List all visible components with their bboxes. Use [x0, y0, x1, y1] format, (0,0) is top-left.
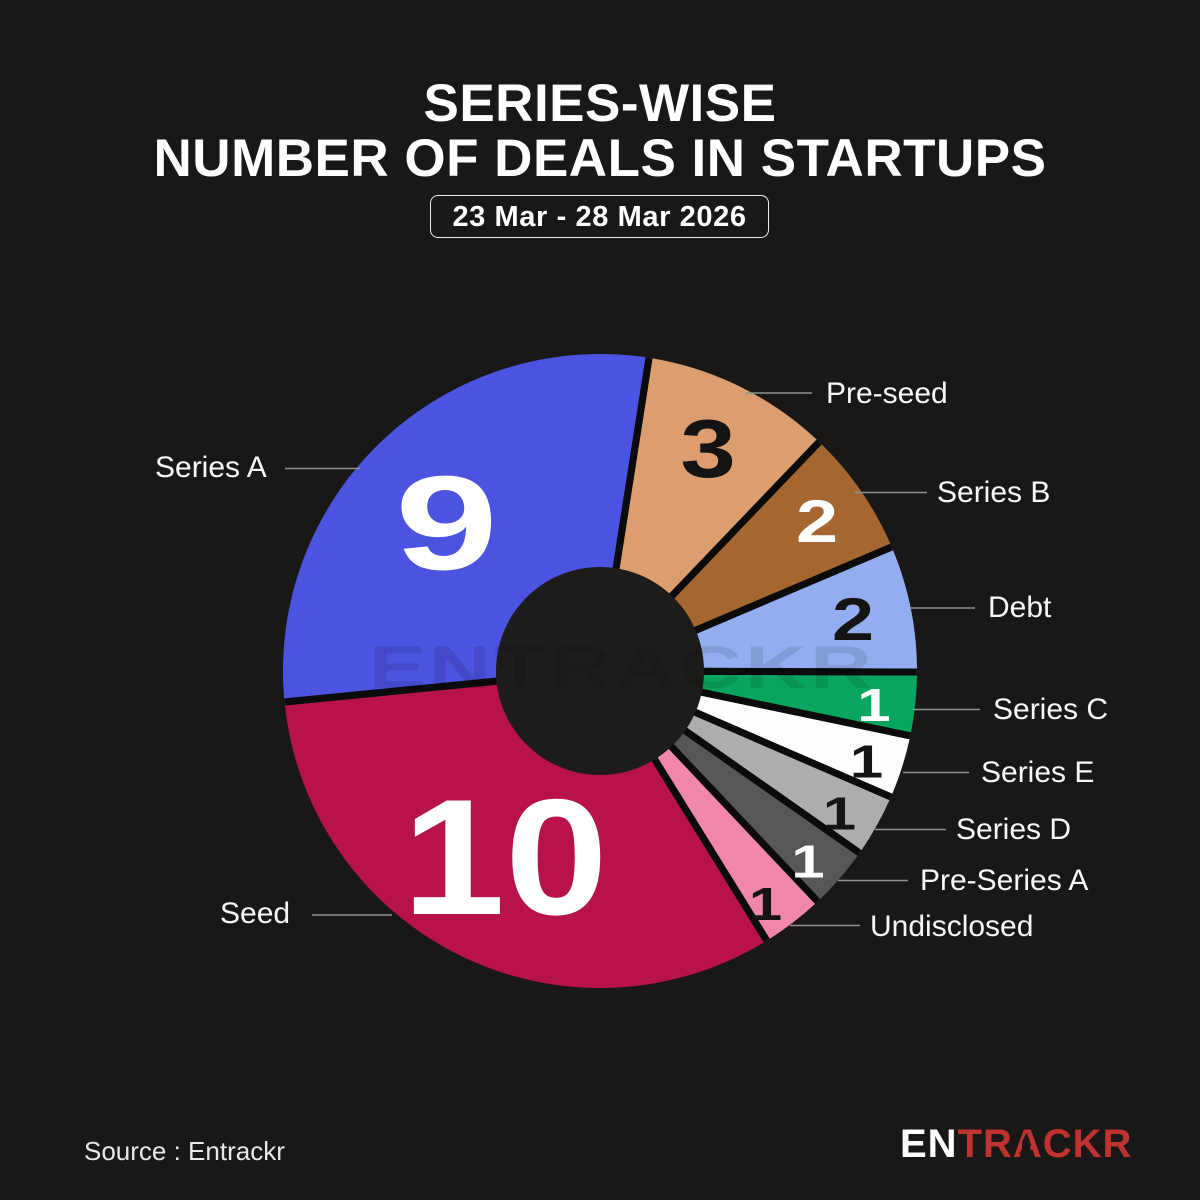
svg-text:2: 2: [796, 489, 838, 556]
svg-text:ENTRACKR: ENTRACKR: [369, 633, 875, 701]
svg-text:2: 2: [832, 587, 874, 654]
svg-text:1: 1: [857, 681, 890, 732]
svg-text:3: 3: [680, 403, 735, 495]
svg-text:1: 1: [791, 837, 824, 888]
svg-text:10: 10: [402, 765, 608, 950]
svg-text:9: 9: [395, 449, 498, 598]
svg-text:1: 1: [850, 737, 883, 788]
svg-text:1: 1: [823, 789, 856, 840]
svg-text:1: 1: [749, 880, 782, 931]
